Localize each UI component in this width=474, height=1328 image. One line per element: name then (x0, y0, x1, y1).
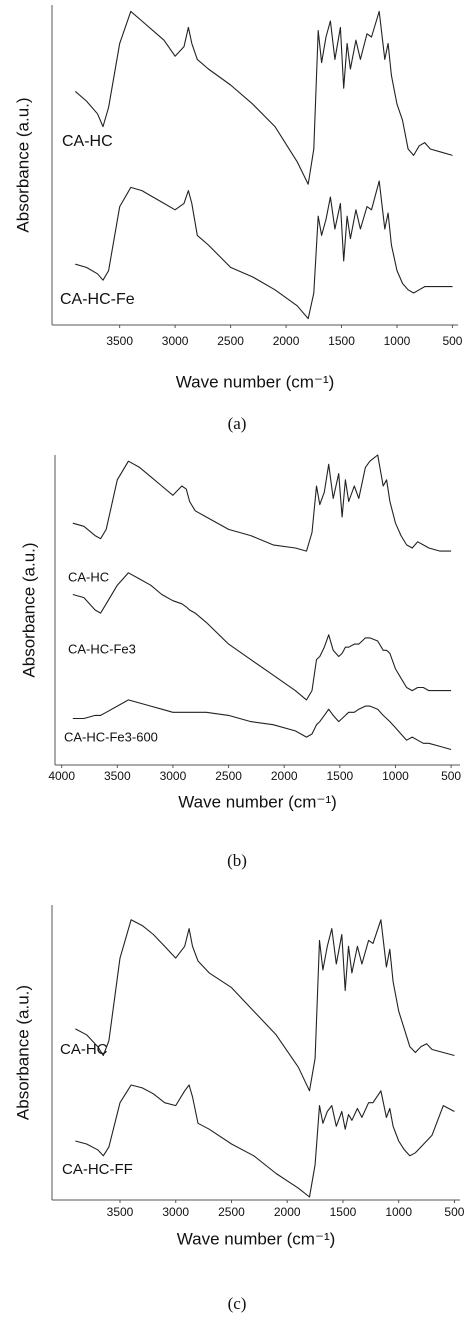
x-tick-label: 2000 (273, 334, 300, 348)
x-axis-title: Wave number (cm⁻¹) (176, 372, 335, 391)
spectrum-line (74, 10, 453, 185)
x-tick-label: 1000 (385, 1205, 412, 1219)
x-tick-label: 3500 (107, 1205, 134, 1219)
x-tick-label: 2000 (274, 1205, 301, 1219)
y-axis-title: Absorbance (a.u.) (13, 97, 32, 232)
x-tick-label: 1500 (328, 334, 355, 348)
x-tick-label: 2500 (215, 769, 242, 783)
x-tick-label: 3500 (104, 769, 131, 783)
x-tick-label: 3000 (160, 769, 187, 783)
x-tick-label: 500 (444, 1205, 464, 1219)
y-axis-title: Absorbance (a.u.) (19, 542, 38, 677)
panel-label: (b) (227, 851, 247, 870)
spectrum-line (75, 180, 453, 320)
y-axis-title: Absorbance (a.u.) (13, 985, 32, 1120)
series-label: CA-HC-Fe3-600 (64, 729, 158, 744)
spectrum-line (72, 699, 452, 751)
series-label: CA-HC-Fe (60, 291, 135, 308)
x-tick-label: 500 (441, 769, 461, 783)
x-tick-label: 1000 (384, 334, 411, 348)
x-tick-label: 1000 (382, 769, 409, 783)
series-label: CA-HC-FF (62, 1161, 133, 1178)
spectrum-line (75, 919, 455, 1092)
series-label: CA-HC (60, 1041, 108, 1058)
series-label: CA-HC (68, 569, 109, 584)
x-tick-label: 2000 (271, 769, 298, 783)
x-tick-label: 3000 (162, 334, 189, 348)
panel-label: (a) (228, 414, 247, 433)
x-tick-label: 4000 (48, 769, 75, 783)
spectrum-line (75, 1084, 455, 1198)
series-label: CA-HC-Fe3 (68, 641, 136, 656)
x-axis-title: Wave number (cm⁻¹) (177, 1229, 336, 1248)
x-tick-label: 3500 (106, 334, 133, 348)
x-axis-title: Wave number (cm⁻¹) (178, 792, 337, 811)
spectrum-line (72, 572, 452, 701)
x-tick-label: 2500 (217, 334, 244, 348)
x-tick-label: 1500 (330, 1205, 357, 1219)
x-tick-label: 2500 (218, 1205, 245, 1219)
panel-label: (c) (228, 1294, 247, 1313)
x-tick-label: 1500 (326, 769, 353, 783)
spectrum-line (72, 454, 452, 552)
x-tick-label: 500 (442, 334, 462, 348)
series-label: CA-HC (62, 133, 113, 150)
x-tick-label: 3000 (162, 1205, 189, 1219)
